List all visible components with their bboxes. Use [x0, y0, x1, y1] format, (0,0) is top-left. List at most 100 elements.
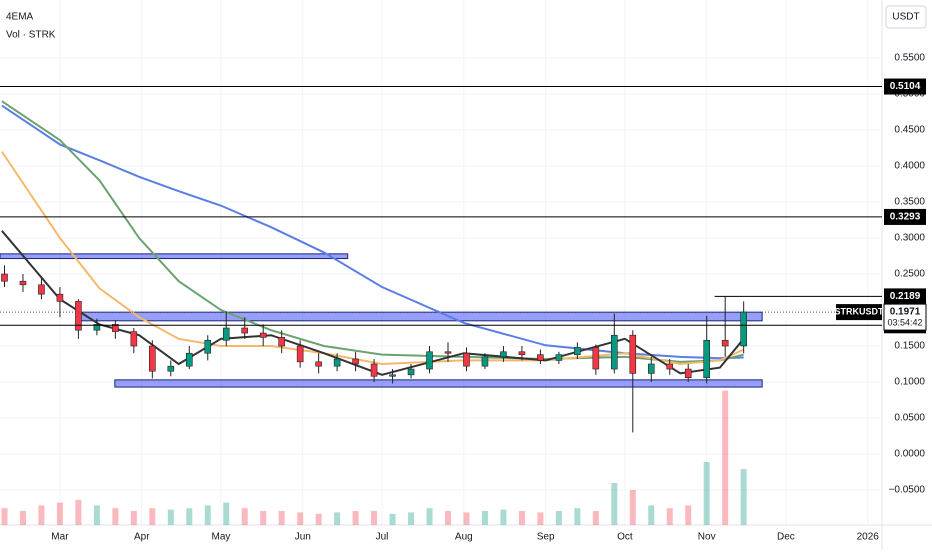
x-tick-label: Mar	[51, 532, 69, 543]
volume-bar	[93, 505, 100, 525]
candle-body	[38, 284, 45, 295]
x-tick-label: Oct	[617, 532, 633, 543]
zone	[0, 253, 349, 260]
candle-body	[352, 358, 359, 365]
price-label-box	[884, 208, 926, 225]
candle-body	[629, 334, 637, 374]
candle-body	[75, 301, 82, 331]
volume-bar	[204, 505, 211, 525]
candle-body	[426, 351, 433, 370]
volume-bar	[38, 505, 45, 525]
volume-bar	[223, 502, 230, 525]
x-tick-label: Sep	[537, 532, 555, 543]
candle-body	[407, 368, 415, 376]
unit-box[interactable]	[885, 5, 927, 29]
candle-body	[481, 356, 489, 367]
y-tick-label: 0.3000	[894, 233, 925, 244]
volume-bar	[426, 508, 433, 525]
candle-body	[574, 347, 581, 355]
candle-body	[333, 358, 341, 367]
price-label: 0.5104	[890, 81, 921, 92]
volume-bar	[130, 511, 137, 525]
y-tick-label: 0.4500	[894, 125, 925, 136]
candle-body	[500, 351, 507, 358]
y-tick-label: 0.5500	[894, 53, 925, 64]
zone	[114, 379, 763, 388]
x-tick-label: Aug	[455, 532, 473, 543]
candle-body	[278, 337, 285, 347]
volume-bar	[444, 511, 451, 525]
volume-bar	[481, 511, 488, 525]
volume-bar	[334, 512, 341, 525]
candle-body	[296, 345, 304, 363]
y-tick-label: −0.0500	[889, 485, 926, 496]
volume-bar	[1, 508, 8, 525]
last-price-box	[883, 303, 927, 331]
volume-bar	[56, 502, 63, 525]
price-label: 0.3293	[890, 212, 921, 223]
volume-bar	[722, 390, 729, 525]
volume-bar	[703, 462, 710, 525]
candle-body	[185, 352, 193, 367]
symbol-label: STRKUSDT	[835, 306, 885, 316]
candle-body	[370, 363, 378, 377]
last-price-label: 0.1971	[890, 307, 921, 318]
candle-body	[703, 339, 711, 378]
indicator-label: 4EMA	[6, 12, 34, 23]
volume-bar	[555, 511, 562, 525]
candle-body	[56, 293, 64, 302]
volume-bar	[19, 511, 26, 525]
price-label-box	[884, 288, 926, 305]
x-tick-label: 2026	[857, 532, 880, 543]
candle-body	[130, 331, 138, 347]
x-tick-label: Dec	[777, 532, 795, 543]
volume-bar	[592, 511, 599, 525]
volume-bar	[278, 511, 285, 525]
candle-body	[684, 368, 692, 378]
zone	[76, 311, 763, 322]
candle-body	[721, 339, 729, 347]
candle-body	[149, 345, 156, 372]
volume-bar	[463, 512, 470, 525]
candle-body	[112, 324, 119, 332]
volume-bar	[685, 505, 692, 525]
y-tick-label: 0.1500	[894, 341, 925, 352]
volume-bar	[167, 509, 174, 525]
volume-bar	[666, 508, 673, 525]
unit-label[interactable]: USDT	[892, 12, 919, 23]
candle-body	[259, 332, 267, 338]
ema-line	[1, 104, 744, 360]
candle-body	[555, 354, 563, 361]
volume-bar	[574, 508, 581, 525]
volume-bar	[740, 469, 747, 525]
volume-bar	[611, 483, 618, 525]
candle-body	[444, 351, 452, 354]
volume-bar	[629, 490, 636, 525]
candle-body	[19, 280, 27, 286]
volume-bar	[500, 509, 507, 525]
volume-bar	[371, 511, 378, 525]
volume-bar	[241, 508, 248, 525]
candle-body	[1, 273, 8, 282]
volume-bar	[75, 499, 82, 525]
candle-body	[167, 365, 175, 372]
candle-body	[241, 327, 249, 334]
volume-bar	[149, 508, 156, 525]
candle-body	[611, 334, 618, 370]
candle-body	[592, 347, 600, 370]
volume-bar	[648, 505, 655, 525]
candle-body	[315, 361, 322, 367]
volume-bar	[352, 511, 359, 525]
y-tick-label: 0.0000	[894, 449, 925, 460]
volume-bar	[408, 512, 415, 525]
x-tick-label: Jun	[295, 532, 311, 543]
y-tick-label: 0.4000	[894, 161, 925, 172]
volume-bar	[518, 511, 525, 525]
volume-bar	[537, 512, 544, 525]
x-tick-label: Jul	[376, 532, 389, 543]
price-label-box	[884, 78, 926, 95]
candle-body	[463, 352, 470, 367]
x-tick-label: Nov	[698, 532, 716, 543]
y-tick-label: 0.1000	[894, 377, 925, 388]
